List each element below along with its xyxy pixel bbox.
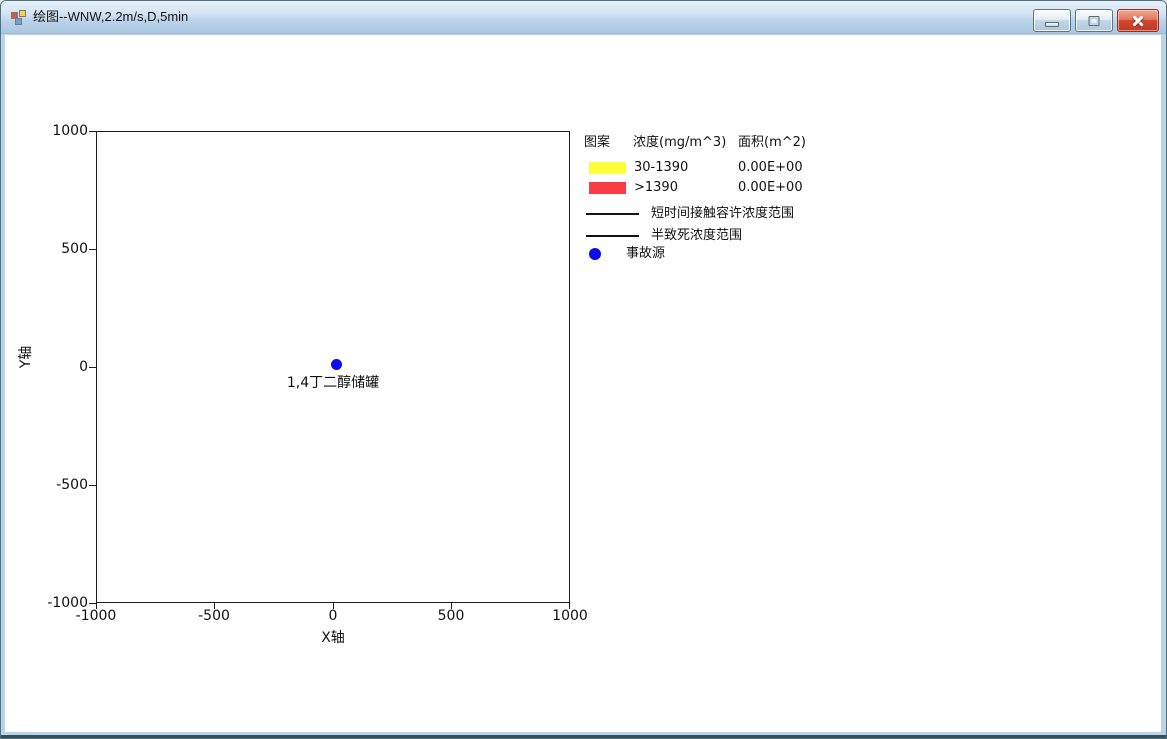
y-tick-mark	[89, 249, 96, 250]
legend-col-area: 面积(m^2)	[738, 135, 806, 150]
window-title: 绘图--WNW,2.2m/s,D,5min	[33, 9, 189, 24]
x-tick-label: -1000	[75, 608, 117, 624]
legend-line-lc50	[586, 235, 639, 237]
legend-area-red: 0.00E+00	[738, 180, 803, 195]
legend-col-pattern: 图案	[584, 135, 611, 150]
minimize-button[interactable]	[1033, 9, 1071, 32]
y-tick-label: 0	[79, 359, 88, 375]
app-icon-red-square	[11, 12, 18, 19]
x-tick-label: 500	[437, 608, 465, 624]
legend-line-stel	[586, 213, 639, 215]
legend-label-stel: 短时间接触容许浓度范围	[651, 206, 795, 221]
x-tick-mark	[451, 603, 452, 609]
window-bottom-edge	[1, 735, 1166, 738]
x-tick-label: 1000	[552, 608, 588, 624]
x-tick-mark	[569, 603, 570, 609]
source-point-marker	[331, 359, 342, 370]
maximize-icon	[1088, 16, 1100, 26]
winforms-app-icon	[11, 10, 27, 26]
y-tick-mark	[89, 367, 96, 368]
legend-range-yellow: 30-1390	[634, 160, 689, 175]
x-tick-mark	[214, 603, 215, 609]
close-button[interactable]	[1117, 9, 1159, 32]
legend-swatch-yellow	[589, 162, 626, 174]
legend-label-source: 事故源	[626, 246, 666, 261]
legend-label-lc50: 半致死浓度范围	[651, 228, 743, 243]
maximize-button[interactable]	[1075, 9, 1113, 32]
y-tick-mark	[89, 485, 96, 486]
legend-swatch-red	[589, 182, 626, 194]
y-tick-label: -500	[56, 477, 88, 493]
y-tick-mark	[89, 603, 96, 604]
legend-col-concentration: 浓度(mg/m^3)	[633, 135, 727, 150]
legend-source-dot	[589, 248, 601, 260]
x-tick-mark	[333, 603, 334, 609]
legend-area-yellow: 0.00E+00	[738, 160, 803, 175]
app-icon-yellow-square	[19, 10, 26, 17]
app-icon-blue-square	[15, 18, 22, 25]
source-point-label: 1,4丁二醇储罐	[286, 375, 380, 391]
y-tick-mark	[89, 131, 96, 132]
window-controls	[1033, 9, 1159, 32]
x-tick-label: -500	[198, 608, 230, 624]
y-tick-label: 1000	[52, 123, 88, 139]
titlebar[interactable]: 绘图--WNW,2.2m/s,D,5min	[1, 1, 1166, 34]
legend-range-red: >1390	[634, 180, 678, 195]
x-tick-mark	[96, 603, 97, 609]
x-tick-label: 0	[328, 608, 338, 624]
y-tick-label: 500	[61, 241, 88, 257]
y-axis-label: Y轴	[18, 345, 34, 369]
x-axis-label: X轴	[321, 630, 345, 646]
minimize-icon	[1045, 22, 1059, 27]
y-tick-label: -1000	[47, 595, 88, 611]
